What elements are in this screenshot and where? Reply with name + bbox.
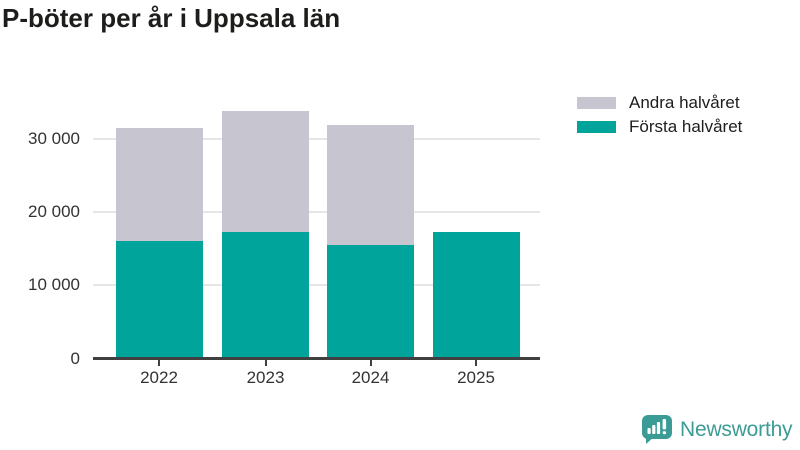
y-axis-label: 30 000: [28, 129, 80, 148]
bar-segment-forsta-halvaret-2022: [116, 241, 203, 358]
x-axis-label: 2025: [457, 368, 495, 387]
y-axis-label: 0: [70, 349, 80, 368]
newsworthy-logo[interactable]: Newsworthy: [641, 414, 793, 445]
legend-label-forsta-halvaret: Första halvåret: [629, 117, 743, 136]
bar-segment-andra-halvaret-2023: [222, 111, 309, 232]
x-axis-tick: [264, 360, 267, 366]
bar-segment-forsta-halvaret-2025: [433, 232, 520, 359]
chart-title: P-böter per år i Uppsala län: [2, 3, 341, 33]
gridline: [93, 138, 540, 140]
legend-swatch-andra-halvaret: [577, 97, 616, 109]
newsworthy-wordmark: Newsworthy: [680, 417, 793, 441]
gridline: [93, 211, 540, 213]
x-axis-label: 2024: [351, 368, 390, 387]
bar-segment-andra-halvaret-2022: [116, 128, 203, 241]
y-axis-label: 10 000: [28, 275, 80, 294]
legend-item-forsta-halvaret: Första halvåret: [577, 115, 742, 139]
legend-swatch-forsta-halvaret: [577, 121, 616, 133]
bar-segment-forsta-halvaret-2024: [327, 245, 414, 359]
x-axis-label: 2023: [246, 368, 285, 387]
y-axis-label: 20 000: [28, 202, 80, 221]
legend: Andra halvåret Första halvåret: [577, 91, 742, 139]
bar-segment-andra-halvaret-2024: [327, 125, 414, 245]
legend-item-andra-halvaret: Andra halvåret: [577, 91, 742, 115]
gridline: [93, 284, 540, 286]
x-axis-tick: [158, 360, 160, 366]
legend-label-andra-halvaret: Andra halvåret: [629, 93, 740, 112]
bar-segment-forsta-halvaret-2023: [222, 232, 309, 358]
x-axis-tick: [369, 360, 372, 366]
x-axis-tick: [475, 360, 477, 366]
newsworthy-icon: [642, 415, 672, 444]
x-axis-label: 2022: [140, 368, 178, 387]
x-axis-line: [93, 357, 540, 360]
